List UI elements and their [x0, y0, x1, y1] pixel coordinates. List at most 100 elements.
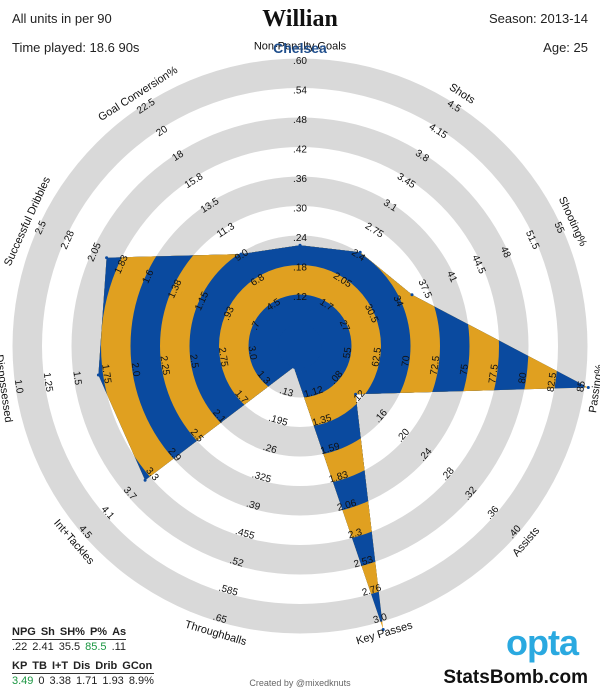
tick-label: 2.75 — [216, 347, 230, 368]
tick-label: 41 — [444, 269, 459, 284]
data-point-successful-dribbles — [105, 256, 109, 260]
stat-header: Drib — [95, 660, 118, 672]
tick-label: 1.5 — [70, 370, 83, 386]
stat-value: .11 — [111, 641, 127, 653]
tick-label: .54 — [293, 86, 307, 97]
units-note: All units in per 90 — [12, 11, 112, 26]
stat-value: 8.9% — [128, 675, 154, 687]
stat-header: I+T — [51, 660, 69, 672]
stat-header: As — [112, 626, 127, 638]
stat-value-highlight: 3.49 — [12, 675, 34, 687]
stats-top-header-row: NPG Sh SH% P% As — [12, 625, 127, 640]
data-point-shots — [358, 250, 362, 254]
stat-header: KP — [12, 660, 28, 672]
stats-bottom-value-row: 3.49 0 3.38 1.71 1.93 8.9% — [12, 674, 154, 688]
tick-label: .42 — [293, 145, 307, 156]
tick-label: 62.5 — [370, 346, 384, 367]
tick-label: 34 — [390, 294, 405, 309]
season-label: Season: 2013-14 — [488, 11, 588, 26]
time-played: Time played: 18.6 90s — [12, 40, 140, 55]
data-point-key-passes — [381, 628, 385, 631]
tick-label: 1.0 — [12, 379, 25, 395]
stat-value: 1.71 — [75, 675, 98, 687]
stat-value: 3.38 — [49, 675, 71, 687]
tick-label: .195 — [267, 413, 289, 429]
tick-label: 2.76 — [361, 583, 383, 599]
tick-label: .36 — [293, 174, 307, 185]
brand-text: StatsBomb.com — [443, 667, 588, 688]
tick-label: .30 — [293, 204, 307, 215]
stat-header: TB — [32, 660, 47, 672]
stats-table-bottom: KP TB I+T Dis Drib GCon 3.49 0 3.38 1.71… — [12, 659, 154, 688]
stat-header: P% — [89, 626, 108, 638]
tick-label: .24 — [293, 233, 307, 244]
stat-value-highlight: 85.5 — [85, 641, 107, 653]
tick-label: .48 — [293, 115, 307, 126]
player-name: Willian — [262, 6, 338, 32]
tick-label: 85 — [575, 380, 588, 393]
tick-label: 70 — [400, 355, 413, 368]
stat-header: Dis — [73, 660, 91, 672]
tick-label: .455 — [234, 526, 256, 542]
tick-label: 80 — [517, 371, 530, 384]
axis-label: Non-Penalty Goals — [254, 41, 347, 53]
age-label: Age: 25 — [543, 40, 588, 55]
tick-label: 55 — [551, 220, 566, 235]
tick-label: 2.0 — [129, 362, 142, 378]
tick-label: .65 — [212, 612, 229, 627]
tick-label: 2.25 — [158, 355, 172, 376]
data-point-shooting- — [410, 293, 414, 297]
stat-value: 1.93 — [102, 675, 124, 687]
data-point-passing- — [586, 386, 590, 389]
stat-value: 35.5 — [58, 641, 81, 653]
tick-label: .18 — [293, 263, 307, 274]
data-point-int-tackles — [143, 478, 147, 482]
tick-label: .39 — [245, 499, 262, 514]
tick-label: .12 — [293, 292, 307, 303]
axis-label: Dispossessed — [0, 354, 14, 423]
tick-label: 1.6 — [141, 268, 157, 286]
stat-header: SH% — [59, 626, 85, 638]
tick-label: 2.06 — [336, 498, 358, 514]
data-point-throughballs — [292, 365, 296, 369]
tick-label: .585 — [217, 583, 239, 599]
team-name: Chelsea — [273, 40, 327, 56]
tick-label: 2.53 — [353, 554, 375, 570]
tick-label: 55 — [342, 346, 355, 359]
stats-top-value-row: .22 2.41 35.5 85.5 .11 — [12, 640, 126, 654]
credit-text: Created by @mixedknuts — [249, 678, 351, 688]
opta-logo: opta — [506, 622, 579, 663]
tick-label: 1.35 — [311, 413, 333, 429]
tick-label: .13 — [278, 385, 295, 400]
stat-header: NPG — [12, 626, 36, 638]
stat-value: 2.41 — [32, 641, 54, 653]
tick-label: .60 — [293, 56, 307, 67]
data-point-goal-conversion- — [239, 252, 243, 256]
tick-label: 72.5 — [429, 355, 443, 376]
stat-value: 0 — [38, 675, 45, 687]
tick-label: 48 — [498, 245, 513, 260]
data-point-assists — [354, 392, 358, 396]
stats-bottom-header-row: KP TB I+T Dis Drib GCon — [12, 659, 154, 674]
tick-label: .93 — [221, 305, 237, 323]
tick-label: 1.12 — [303, 384, 325, 400]
tick-label: .26 — [261, 442, 278, 457]
tick-label: 1.25 — [41, 372, 55, 393]
polygon-center — [278, 324, 322, 368]
tick-label: 2.5 — [33, 219, 49, 237]
tick-label: .325 — [251, 469, 273, 485]
tick-label: 77.5 — [487, 363, 501, 384]
stat-value: .22 — [12, 641, 28, 653]
tick-label: 3.0 — [372, 612, 389, 627]
data-point-non-penalty-goals — [298, 243, 302, 247]
stats-table-top: NPG Sh SH% P% As .22 2.41 35.5 85.5 .11 — [12, 625, 127, 654]
tick-label: 3.0 — [246, 345, 259, 361]
tick-label: 1.75 — [99, 363, 113, 384]
tick-label: 27 — [337, 319, 352, 334]
tick-label: 2.3 — [347, 527, 364, 542]
tick-label: 82.5 — [546, 371, 560, 392]
tick-label: 75 — [459, 363, 472, 376]
stat-header: GCon — [122, 660, 153, 672]
